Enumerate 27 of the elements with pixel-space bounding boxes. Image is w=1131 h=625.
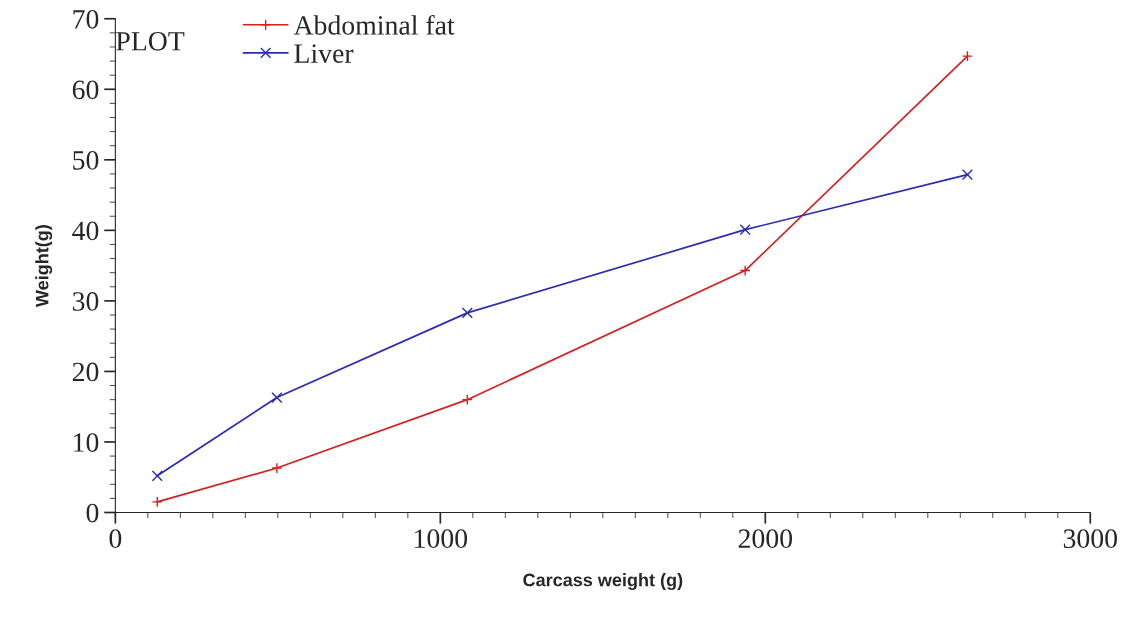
point [151,496,163,508]
y-tick-label: 50 [73,150,99,170]
y-tick-label: 20 [72,362,99,382]
x-tick-label: 1000 [415,529,468,549]
point [739,265,751,277]
x-axis-title: Carcass weight (g) [523,573,683,591]
point [739,224,751,236]
point [461,307,473,319]
legend-label: Abdominal fat [293,14,455,35]
point [151,470,163,482]
legend-label: Liver [294,44,354,63]
legend-title: PLOT [116,31,185,51]
x-tick-label: 0 [109,529,122,549]
point [271,391,283,404]
x-tick-label: 3000 [1063,529,1117,549]
point [961,169,974,181]
point [961,50,974,62]
y-tick-label: 60 [72,80,99,100]
x-tick-label: 2000 [738,529,793,549]
y-tick-label: 70 [73,9,99,29]
point [461,394,473,406]
y-tick-label: 0 [86,503,99,523]
point [271,462,283,474]
y-tick-label: 30 [72,292,99,311]
y-tick-label: 10 [74,433,99,452]
y-axis-title: Weight(g) [35,225,53,308]
y-tick-label: 40 [72,221,99,241]
